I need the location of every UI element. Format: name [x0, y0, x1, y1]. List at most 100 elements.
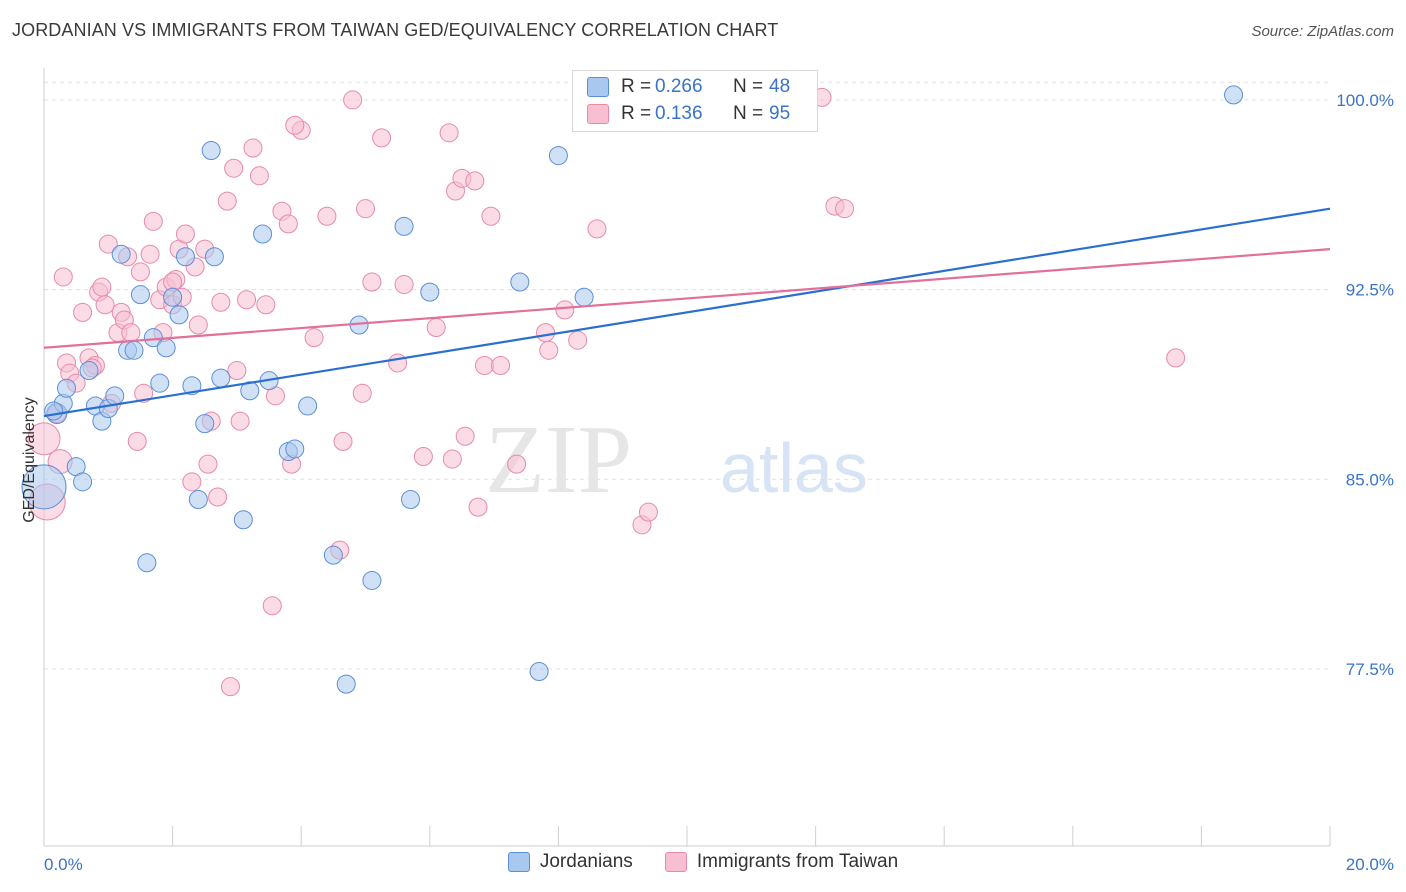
y-axis-label: GED/Equivalency [21, 397, 38, 523]
point-jordanians [195, 414, 215, 434]
point-taiwan [317, 206, 337, 226]
point-taiwan [394, 275, 414, 295]
point-jordanians [57, 378, 77, 398]
point-taiwan [439, 123, 459, 143]
legend-r-value: 0.266 [655, 76, 703, 97]
point-jordanians [285, 439, 305, 459]
series-legend: Jordanians Immigrants from Taiwan [0, 851, 1406, 873]
y-tick-label: 85.0% [1346, 470, 1394, 489]
point-jordanians [163, 287, 183, 307]
point-taiwan [227, 361, 247, 381]
point-taiwan [175, 224, 195, 244]
point-jordanians [323, 545, 343, 565]
point-taiwan [98, 234, 118, 254]
tick-labels: 77.5% 85.0% 92.5% 100.0% 0.0% 20.0% [44, 91, 1394, 874]
point-jordanians [233, 510, 253, 530]
point-jordanians [150, 373, 170, 393]
point-taiwan [455, 426, 475, 446]
point-taiwan [555, 300, 575, 320]
point-taiwan [474, 355, 494, 375]
axes [43, 68, 1331, 847]
trend-line-jordanians [43, 207, 1331, 418]
point-jordanians [124, 340, 144, 360]
point-taiwan [256, 295, 276, 315]
point-jordanians [73, 472, 93, 492]
point-jordanians [137, 553, 157, 573]
legend-row-jordanians: R = 0.266 N = 48 [587, 75, 790, 99]
point-taiwan [143, 211, 163, 231]
point-taiwan [1166, 348, 1186, 368]
point-taiwan [220, 677, 240, 697]
point-taiwan [217, 191, 237, 211]
point-taiwan [304, 328, 324, 348]
legend-n-label: N = [733, 103, 764, 124]
point-taiwan [95, 295, 115, 315]
point-taiwan [333, 431, 353, 451]
legend-r-label: R = [621, 103, 652, 124]
point-taiwan [372, 128, 392, 148]
point-taiwan [140, 244, 160, 264]
legend-swatch-pink [664, 852, 687, 872]
point-jordanians [1224, 85, 1244, 105]
point-jordanians [336, 674, 356, 694]
y-tick-label: 92.5% [1346, 281, 1394, 300]
point-taiwan [134, 383, 154, 403]
legend-n-value: 48 [769, 76, 791, 97]
legend-label-jordanians: Jordanians [539, 851, 633, 872]
stats-legend: R = 0.266 N = 48 R = 0.136 N = 95 [572, 70, 818, 132]
point-jordanians [420, 282, 440, 302]
point-taiwan [243, 138, 263, 158]
y-tick-label: 100.0% [1336, 91, 1394, 110]
trend-lines [43, 207, 1331, 418]
watermark-zip: ZIP [485, 406, 632, 514]
point-taiwan [536, 323, 556, 343]
point-taiwan [188, 315, 208, 335]
point-taiwan [182, 472, 202, 492]
point-jordanians [182, 376, 202, 396]
point-taiwan [121, 323, 141, 343]
point-taiwan [127, 431, 147, 451]
point-taiwan [285, 115, 305, 135]
point-taiwan [278, 214, 298, 234]
point-taiwan [27, 422, 61, 456]
point-taiwan [539, 340, 559, 360]
point-taiwan [343, 90, 363, 110]
point-jordanians [211, 368, 231, 388]
point-jordanians [130, 285, 150, 305]
point-jordanians [362, 570, 382, 590]
x-tick-label: 0.0% [44, 855, 83, 874]
point-jordanians [253, 224, 273, 244]
legend-item-jordanians: Jordanians [507, 851, 633, 873]
point-taiwan [426, 318, 446, 338]
point-taiwan [237, 290, 257, 310]
x-tick-label: 20.0% [1346, 855, 1394, 874]
point-taiwan [388, 353, 408, 373]
legend-r-value: 0.136 [655, 103, 703, 124]
point-jordanians [574, 287, 594, 307]
point-taiwan [442, 449, 462, 469]
data-points [21, 85, 1244, 697]
point-taiwan [224, 158, 244, 178]
point-jordanians [175, 247, 195, 267]
point-jordanians [401, 490, 421, 510]
point-taiwan [835, 199, 855, 219]
point-jordanians [298, 396, 318, 416]
point-taiwan [491, 355, 511, 375]
legend-row-taiwan: R = 0.136 N = 95 [587, 102, 790, 126]
legend-item-taiwan: Immigrants from Taiwan [664, 851, 899, 873]
point-taiwan [352, 383, 372, 403]
point-jordanians [156, 338, 176, 358]
point-taiwan [230, 411, 250, 431]
legend-swatch-blue [507, 852, 530, 872]
point-taiwan [198, 454, 218, 474]
legend-label-taiwan: Immigrants from Taiwan [696, 851, 899, 872]
point-jordanians [394, 216, 414, 236]
point-taiwan [507, 454, 527, 474]
point-taiwan [587, 219, 607, 239]
y-tick-label: 77.5% [1346, 660, 1394, 679]
chart-title: JORDANIAN VS IMMIGRANTS FROM TAIWAN GED/… [12, 20, 779, 40]
point-jordanians [510, 272, 530, 292]
point-jordanians [79, 361, 99, 381]
point-jordanians [44, 401, 64, 421]
